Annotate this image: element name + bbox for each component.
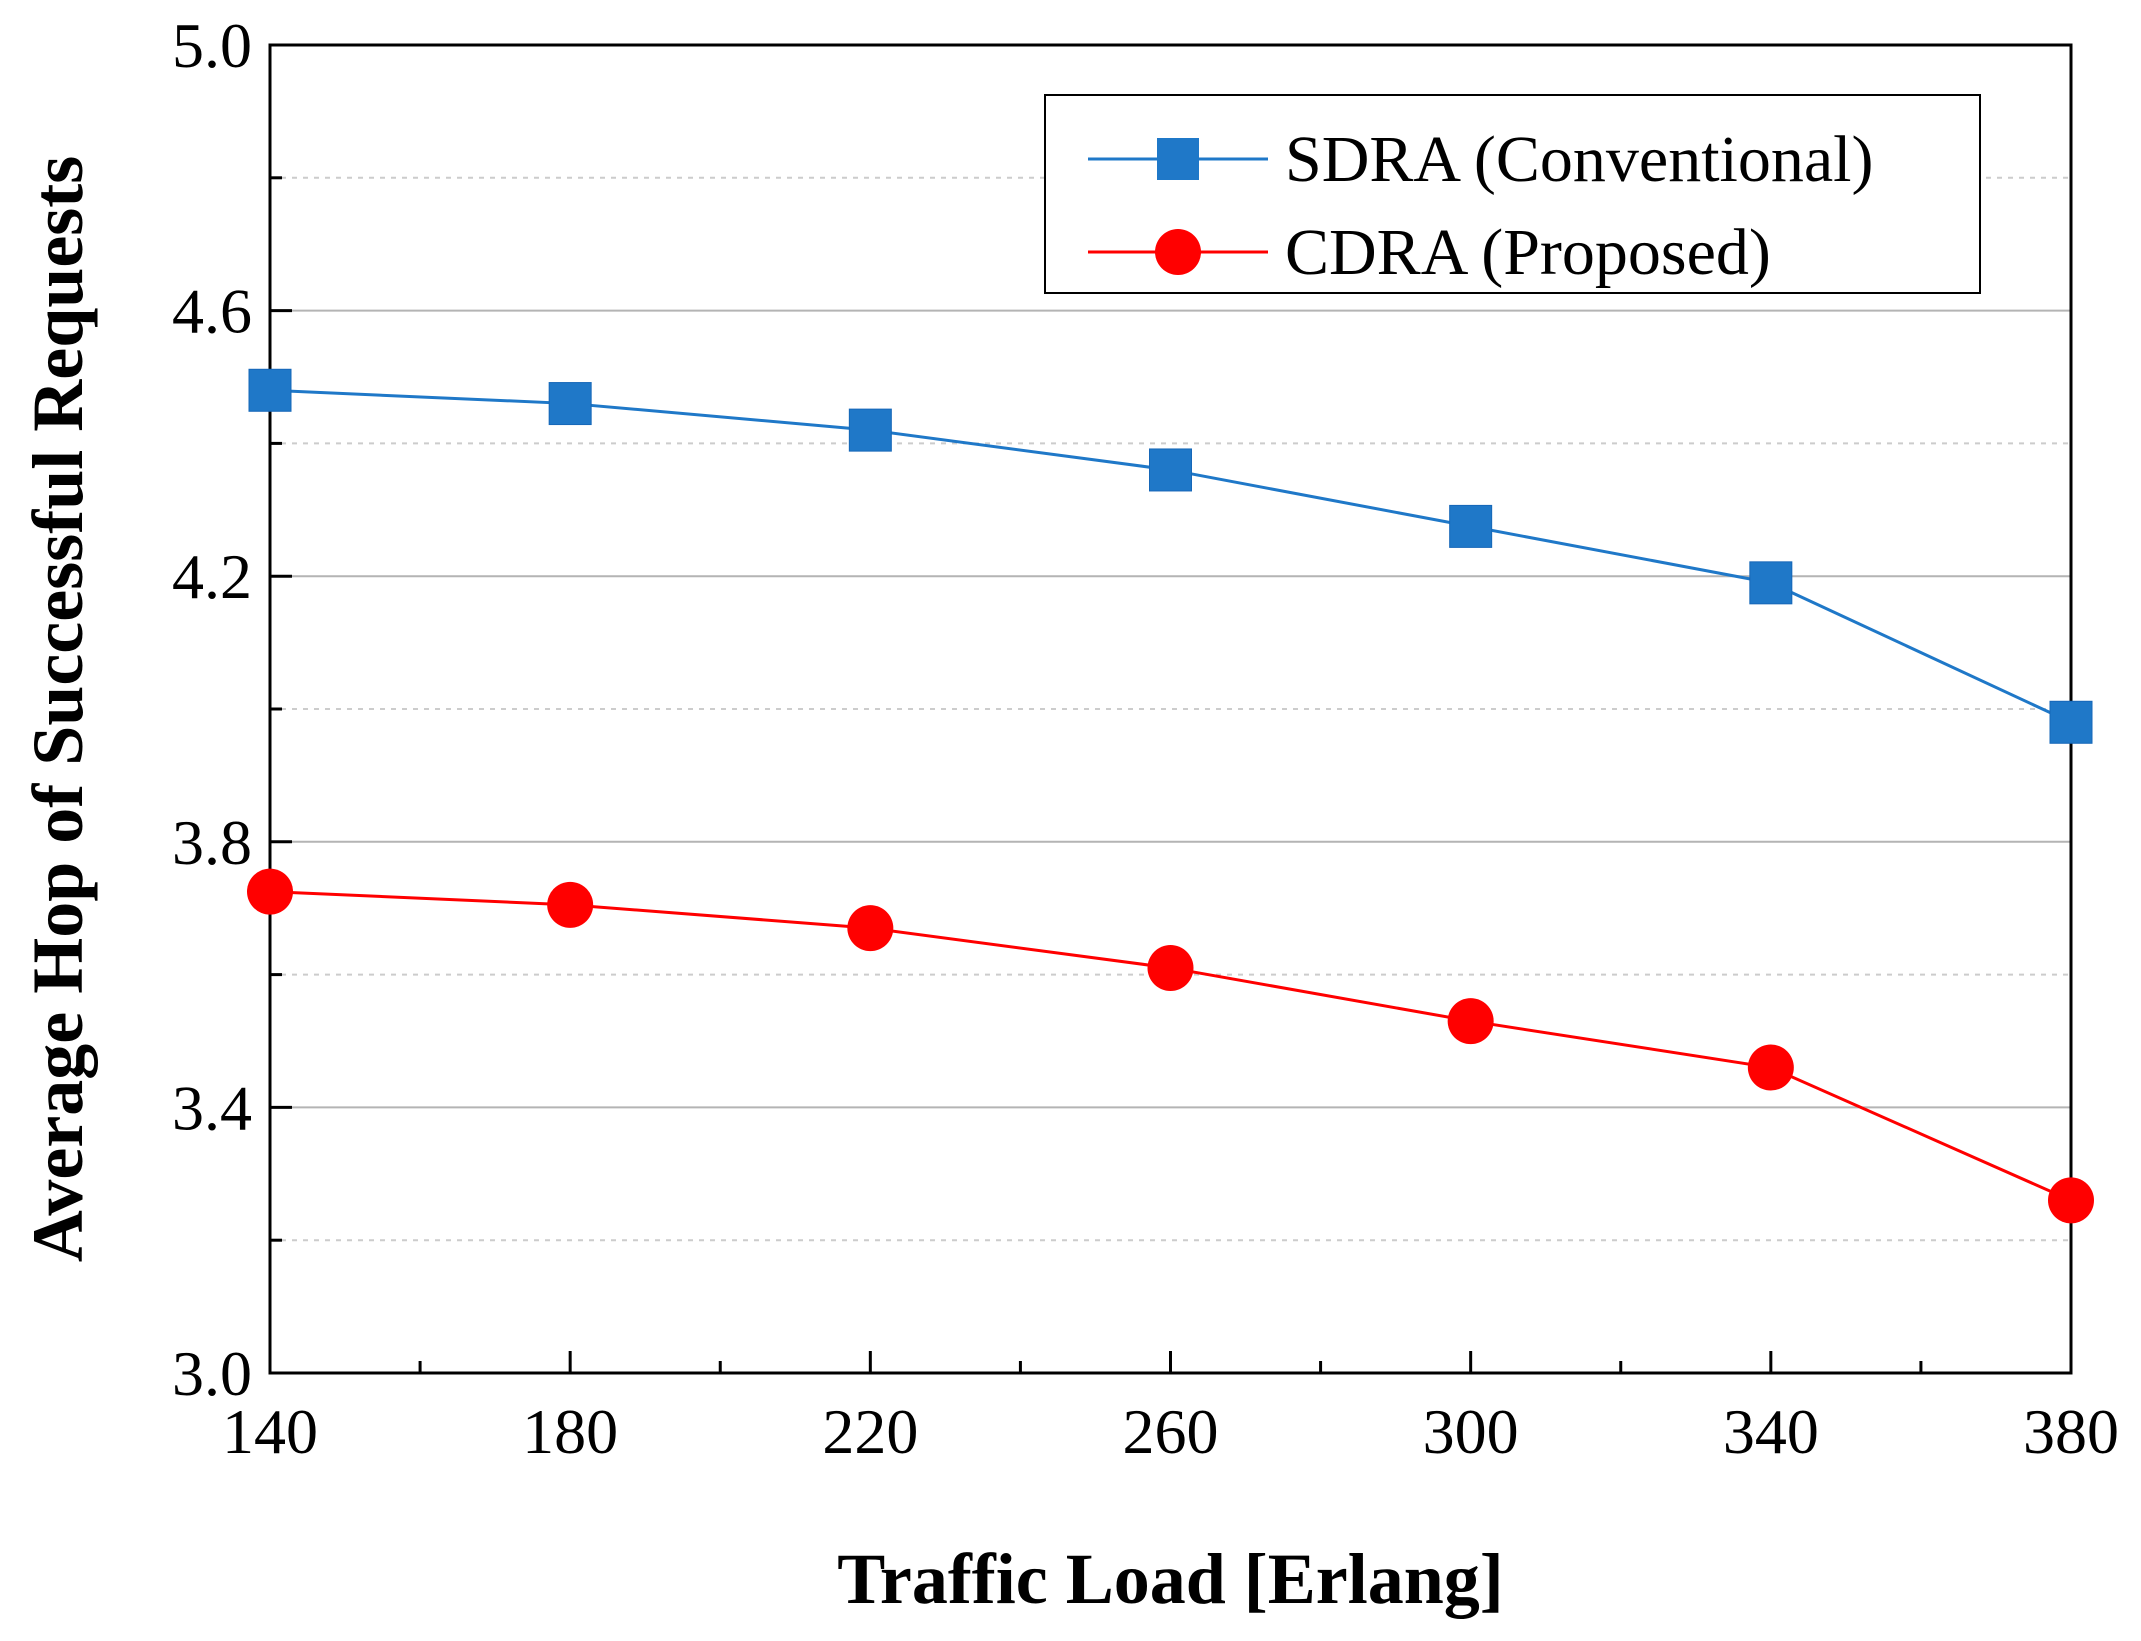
legend: SDRA (Conventional) CDRA (Proposed)	[1044, 94, 1981, 294]
y-tick-label: 4.6	[172, 276, 252, 347]
x-tick-label: 300	[1423, 1396, 1519, 1467]
y-tick-label: 3.4	[172, 1072, 252, 1143]
x-tick-label: 340	[1723, 1396, 1819, 1467]
series-line	[269, 890, 2072, 1202]
legend-box	[1044, 94, 1981, 294]
series-1	[248, 368, 2093, 744]
legend-label: CDRA (Proposed)	[1285, 216, 1771, 289]
legend-marker	[1157, 138, 1199, 180]
data-point	[848, 408, 892, 452]
data-point	[248, 368, 292, 412]
data-point	[547, 881, 594, 928]
x-axis-tick-labels: 140 180 220 260 300 340 380	[222, 1396, 2119, 1467]
x-tick-label: 140	[222, 1396, 318, 1467]
data-point	[1449, 504, 1493, 548]
y-tick-label: 3.8	[172, 807, 252, 878]
data-point	[847, 905, 894, 952]
series-2	[247, 868, 2094, 1224]
series-line	[269, 388, 2072, 724]
data-point	[548, 382, 592, 426]
x-tick-label: 380	[2023, 1396, 2119, 1467]
gridlines	[270, 176, 2071, 1242]
y-tick-label: 4.2	[172, 541, 252, 612]
legend-label: SDRA (Conventional)	[1285, 123, 1874, 196]
y-axis-title: Average Hop of Successful Requests	[18, 156, 98, 1263]
data-point	[2049, 700, 2093, 744]
x-tick-label: 220	[822, 1396, 918, 1467]
data-point	[2048, 1177, 2094, 1224]
data-point	[1149, 448, 1192, 492]
x-tick-label: 260	[1123, 1396, 1219, 1467]
data-point	[1747, 1044, 1794, 1091]
x-axis-title: Traffic Load [Erlang]	[837, 1539, 1504, 1619]
y-tick-label: 5.0	[172, 10, 252, 81]
legend-marker	[1155, 229, 1201, 275]
series-group	[247, 368, 2094, 1224]
data-point	[247, 868, 293, 915]
data-point	[1447, 998, 1494, 1045]
axis-ticks	[268, 43, 2073, 1375]
x-tick-label: 180	[522, 1396, 618, 1467]
y-axis-tick-labels: 3.0 3.4 3.8 4.2 4.6 5.0	[172, 10, 252, 1409]
legend-item: CDRA (Proposed)	[1088, 216, 1771, 289]
legend-item: SDRA (Conventional)	[1088, 123, 1874, 196]
data-point	[1749, 561, 1793, 605]
data-point	[1147, 944, 1194, 991]
y-tick-label: 3.0	[172, 1338, 252, 1409]
